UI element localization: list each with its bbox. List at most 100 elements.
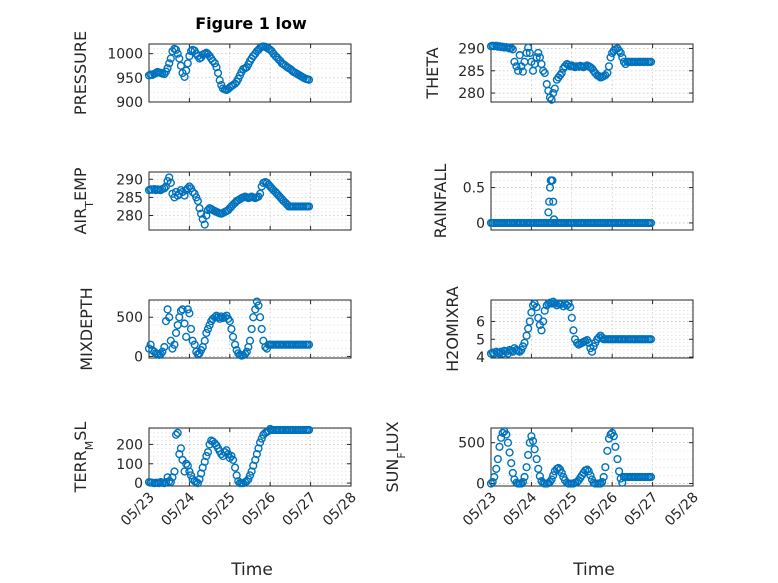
data-point (228, 455, 238, 465)
data-point (227, 324, 236, 334)
y-tick-label: 1000 (107, 47, 143, 63)
y-axis-label-part: SUN (383, 459, 402, 493)
data-point (222, 446, 231, 455)
data-point (230, 340, 240, 349)
data-point (166, 54, 175, 63)
data-point (566, 303, 575, 312)
y-axis-label: THETA (423, 47, 442, 99)
y-axis-label-part: RAINFALL (431, 164, 450, 239)
data-point (163, 305, 172, 314)
y-axis-label-subscript: T (83, 201, 96, 209)
y-tick-label: 950 (116, 71, 143, 87)
data-point (537, 326, 546, 335)
data-point (171, 45, 181, 54)
data-point (197, 209, 206, 218)
subplot-theta: 280 285 290 THETA (423, 41, 694, 104)
data-point (165, 59, 174, 68)
data-point (203, 324, 213, 334)
data-point (549, 88, 558, 98)
y-tick-label: 285 (116, 190, 143, 206)
data-point (205, 320, 214, 330)
y-axis-label-part: TERR (71, 450, 90, 493)
data-point (160, 184, 169, 193)
data-point (188, 336, 197, 345)
y-tick-label: 280 (458, 86, 485, 102)
data-point (252, 297, 261, 306)
x-tick-label: 05/28 (320, 490, 360, 530)
y-tick-label: 280 (116, 209, 143, 225)
data-point (515, 51, 524, 60)
y-tick-label: 0 (476, 216, 485, 232)
subplot-sun_flux: 0 500 SUNFLUX 05/23 05/24 05/25 05/26 05/27 05/2… (383, 421, 702, 580)
y-tick-label: 0.5 (463, 181, 485, 197)
subplot-pressure: 900 950 1000 PRESSURE (71, 31, 352, 115)
data-point (599, 472, 608, 482)
y-axis-label: TERRMSL (71, 422, 96, 494)
x-axis-label: Time (572, 560, 615, 580)
y-tick-label: 290 (458, 41, 485, 57)
data-point (195, 204, 204, 213)
data-point (186, 324, 196, 334)
data-point (525, 317, 534, 326)
data-point (596, 479, 605, 488)
data-point (544, 208, 553, 217)
data-point (183, 305, 192, 314)
data-point (503, 438, 513, 447)
data-point (188, 187, 197, 197)
data-point (247, 324, 256, 334)
y-axis-label-part: LUX (383, 421, 402, 452)
data-point (202, 211, 211, 220)
data-point (618, 53, 627, 62)
data-point (587, 347, 597, 356)
data-point (557, 68, 566, 78)
data-point (518, 477, 528, 487)
data-point (524, 450, 533, 460)
data-point (603, 446, 612, 455)
x-tick-label: 05/28 (662, 490, 702, 530)
x-tick-label: 05/24 (158, 489, 198, 529)
data-point (230, 463, 240, 472)
x-tick-label: 05/26 (239, 489, 279, 529)
y-tick-label: 5 (476, 332, 485, 348)
data-point (507, 459, 516, 468)
data-point (616, 48, 625, 58)
data-point (256, 438, 265, 447)
data-point (549, 215, 559, 224)
x-tick-label: 05/27 (622, 490, 662, 530)
data-point (532, 303, 541, 312)
data-point (173, 49, 182, 58)
data-point (518, 67, 528, 76)
data-point (193, 479, 202, 488)
y-tick-label: 0 (134, 476, 143, 492)
y-axis-label: PRESSURE (71, 31, 90, 115)
data-point (550, 84, 559, 93)
data-point (532, 454, 541, 464)
data-point (166, 478, 175, 487)
data-point (534, 464, 543, 473)
data-point (215, 76, 224, 85)
data-point (495, 442, 504, 451)
data-point (606, 53, 615, 62)
data-point (171, 328, 181, 338)
figure-title: Figure 1 low (195, 14, 307, 33)
data-point (597, 477, 607, 487)
data-point (549, 471, 558, 480)
data-point (604, 62, 614, 71)
data-point (492, 464, 501, 473)
data-point (245, 471, 255, 480)
y-tick-label: 500 (116, 310, 143, 326)
x-tick-label: 05/24 (500, 489, 540, 529)
data-point (210, 59, 219, 68)
y-tick-label: 500 (458, 436, 485, 452)
data-point (242, 347, 251, 356)
data-point (217, 312, 226, 321)
y-axis-label: AIRTEMP (71, 167, 96, 234)
y-axis-label-part: PRESSURE (71, 31, 90, 115)
y-tick-label: 200 (116, 437, 143, 453)
data-point (584, 467, 593, 476)
data-point (517, 479, 526, 488)
data-point (522, 463, 531, 472)
data-point (522, 48, 531, 58)
y-axis-label: RAINFALL (431, 164, 450, 239)
